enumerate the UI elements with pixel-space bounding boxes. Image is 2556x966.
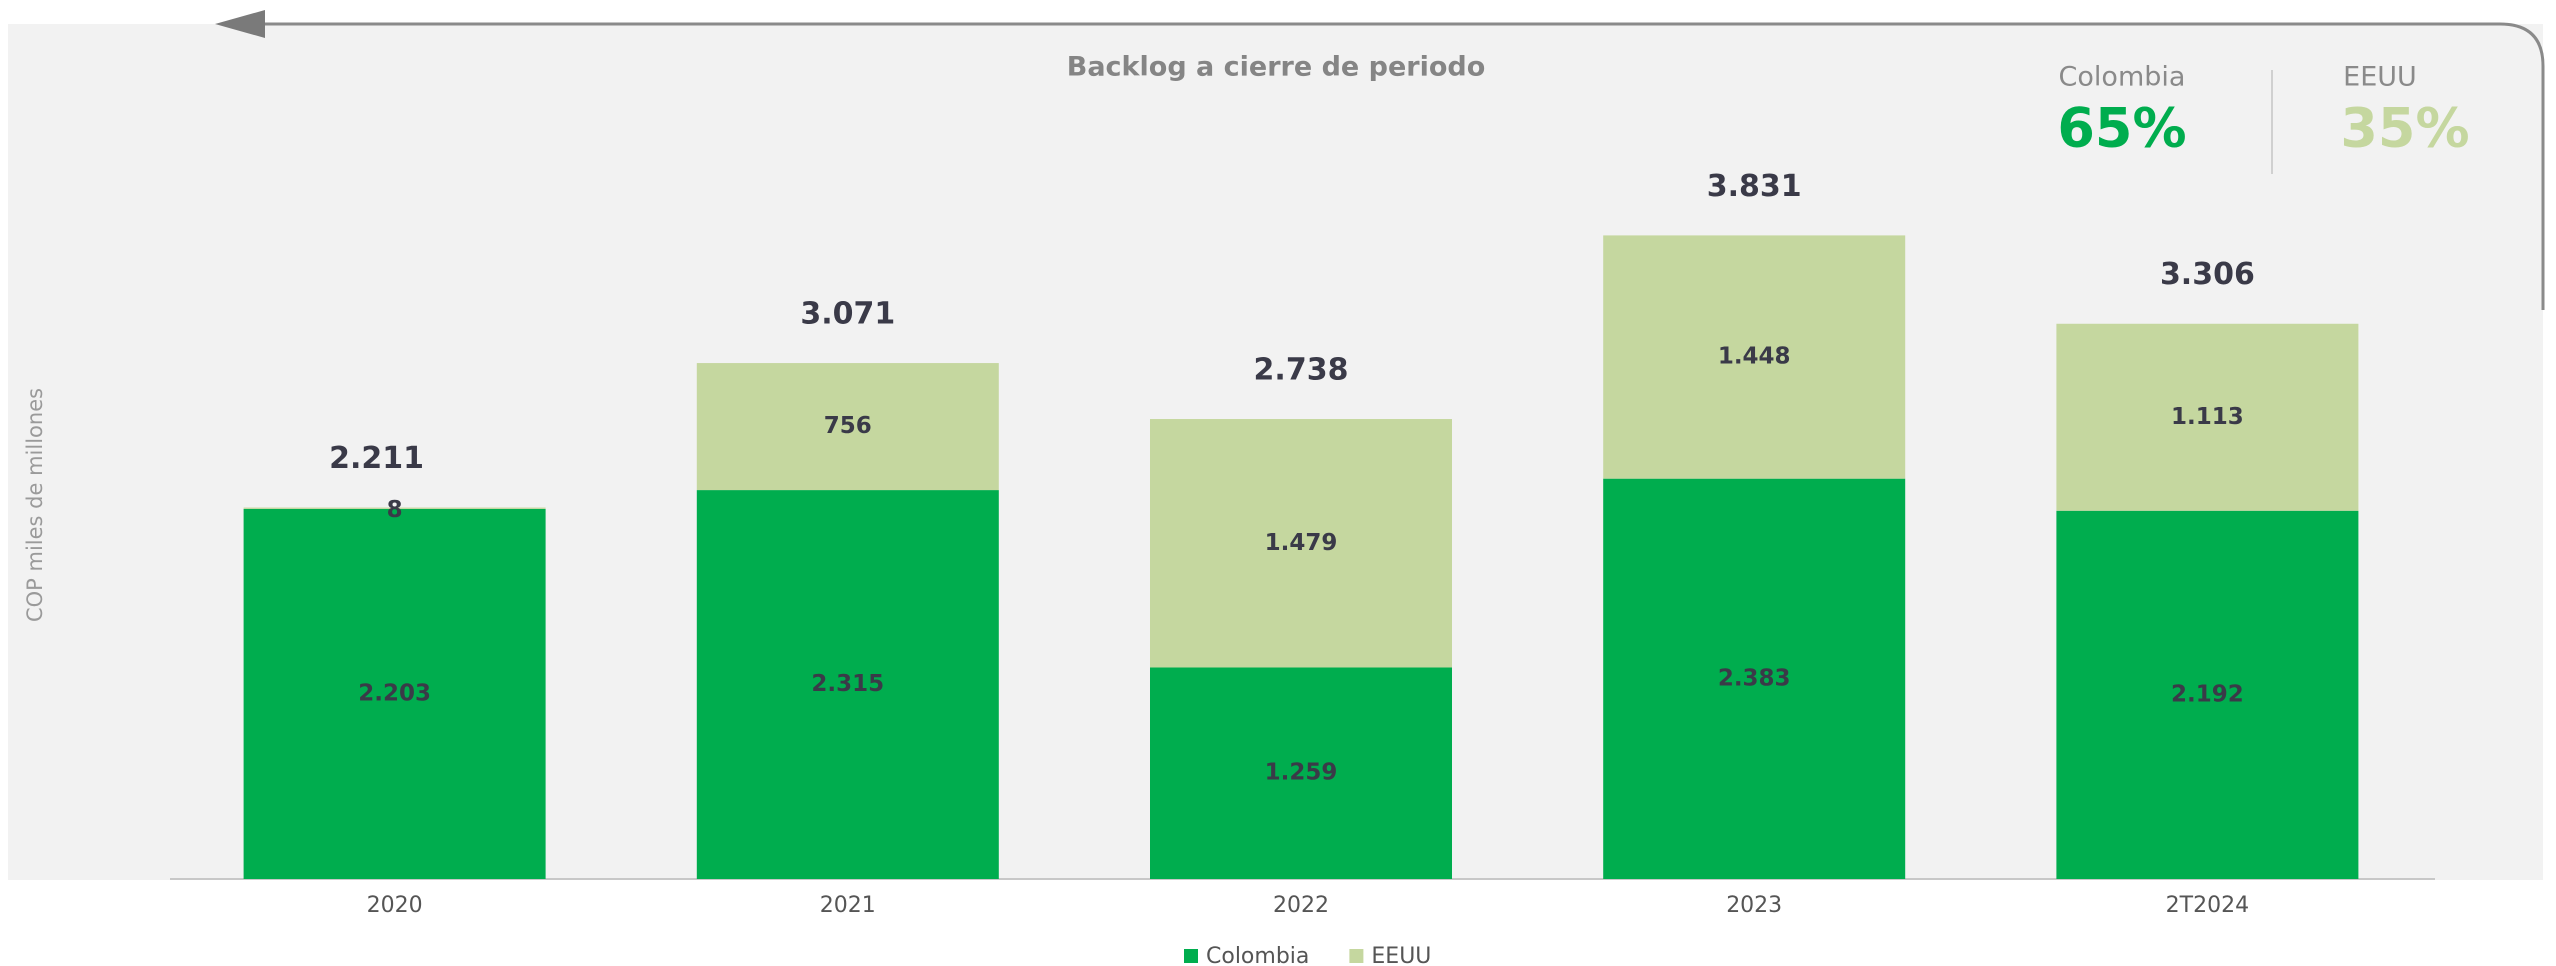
total-label: 3.831 (1707, 169, 1802, 204)
bar-value-label: 2.192 (2171, 681, 2244, 707)
bar-segment (2056, 323, 2359, 511)
bar-value-label: 1.113 (2171, 404, 2244, 430)
x-tick-label: 2020 (367, 893, 423, 918)
bar-segment (1150, 667, 1452, 879)
total-label: 2.738 (1254, 353, 1349, 388)
bar-segment (1150, 419, 1452, 668)
x-tick-label: 2022 (1273, 893, 1329, 918)
share-name: Colombia (2059, 62, 2186, 93)
bar-value-label: 1.259 (1265, 760, 1338, 786)
x-tick-label: 2023 (1726, 893, 1782, 918)
bar-segment (2056, 510, 2359, 879)
bar-value-label: 2.383 (1718, 665, 1791, 691)
bar-segment (696, 490, 999, 879)
flow-arrow-line (250, 22, 2545, 310)
legend-swatch (1184, 949, 1198, 963)
total-label: 3.071 (800, 297, 895, 332)
bar-value-label: 2.203 (358, 680, 431, 706)
bar-segment (243, 508, 546, 879)
x-tick-label: 2T2024 (2166, 893, 2249, 918)
share-value: 35% (2340, 97, 2469, 160)
bar-segment (1603, 478, 1906, 879)
chart-title: Backlog a cierre de periodo (1067, 52, 1486, 83)
bar-segment (696, 363, 999, 491)
total-label: 3.306 (2160, 257, 2255, 292)
bar-value-label: 1.479 (1265, 530, 1338, 556)
bar-value-label: 756 (824, 413, 872, 439)
legend-swatch (1349, 949, 1364, 963)
share-name: EEUU (2343, 62, 2417, 93)
total-label: 2.211 (329, 441, 424, 476)
y-axis-label: COP miles de millones (23, 388, 47, 622)
bar-value-label: 2.315 (811, 671, 884, 697)
legend-label: Colombia (1206, 944, 1309, 966)
x-tick-label: 2021 (820, 893, 876, 918)
bar-value-label: 8 (387, 497, 403, 523)
legend-label: EEUU (1371, 944, 1431, 966)
bar-segment (243, 507, 546, 509)
bar-value-label: 1.448 (1718, 344, 1791, 370)
flow-arrow-head (215, 10, 265, 38)
share-value: 65% (2057, 97, 2186, 160)
bar-segment (1603, 235, 1906, 479)
